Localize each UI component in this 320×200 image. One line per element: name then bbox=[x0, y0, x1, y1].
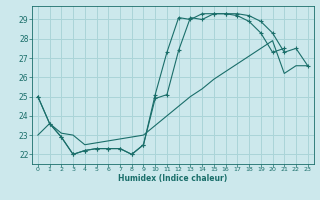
X-axis label: Humidex (Indice chaleur): Humidex (Indice chaleur) bbox=[118, 174, 228, 183]
